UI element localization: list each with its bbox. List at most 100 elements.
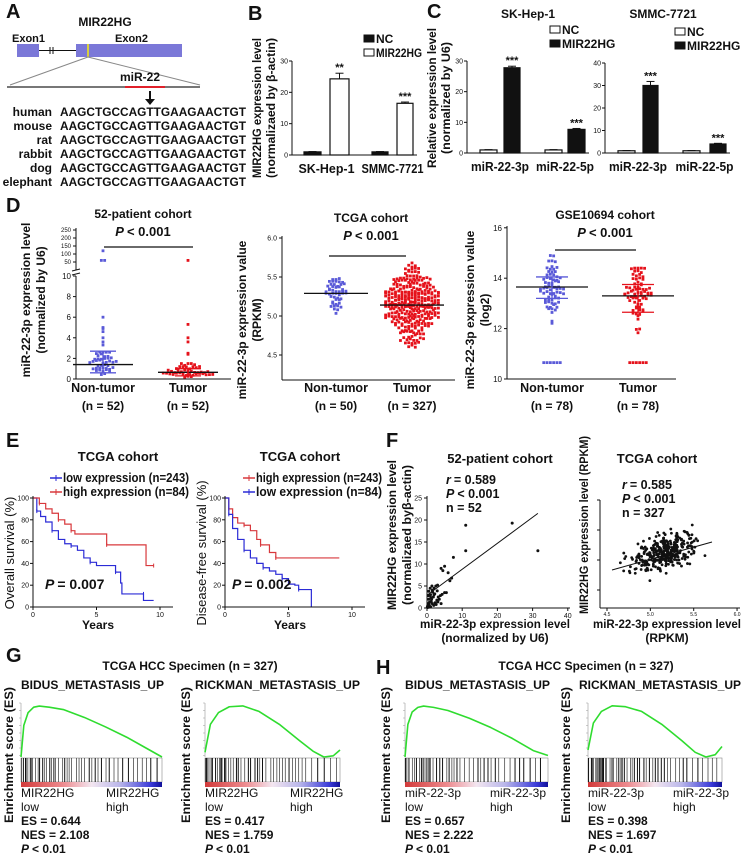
y-axis-label: MIR22HG expression level xyxy=(385,460,399,610)
data-point xyxy=(548,292,552,296)
data-point xyxy=(404,295,407,299)
y-axis-label: (normalizaed by β-actin) xyxy=(264,38,278,178)
data-point xyxy=(671,563,675,567)
data-point xyxy=(394,311,397,315)
data-point xyxy=(96,357,100,361)
data-point xyxy=(640,554,644,558)
data-point xyxy=(628,286,632,290)
data-point xyxy=(427,321,430,325)
enrichment-score-curve xyxy=(204,705,341,758)
y-axis-label: Disease-free survival (%) xyxy=(194,480,209,625)
data-point xyxy=(408,306,412,310)
data-point xyxy=(415,274,419,278)
data-point xyxy=(405,274,409,278)
y-tick-label: 6 xyxy=(67,313,72,322)
data-point xyxy=(404,278,407,282)
data-point xyxy=(418,309,422,313)
data-point xyxy=(400,322,404,326)
n-label: n = 52 xyxy=(446,501,482,515)
data-point xyxy=(339,305,343,309)
p-value-label: P < 0.01 xyxy=(205,842,250,856)
data-point xyxy=(545,305,549,309)
data-point xyxy=(654,535,658,538)
species-name: rat xyxy=(37,133,52,147)
data-point xyxy=(638,361,642,365)
data-point xyxy=(670,531,673,535)
data-point xyxy=(437,299,440,302)
stat-value: = 0.007 xyxy=(57,576,104,592)
data-point xyxy=(672,553,676,557)
gene-set-title: RICKMAN_METASTASIS_UP xyxy=(579,678,741,692)
y-tick-label: 2 xyxy=(67,354,72,363)
data-point xyxy=(623,557,627,560)
x-tick-label: 5.5 xyxy=(690,612,697,618)
data-point xyxy=(418,275,422,279)
data-point xyxy=(544,281,547,284)
data-point xyxy=(427,597,431,601)
panel-label: D xyxy=(6,195,20,217)
chart-title: SK-Hep-1 xyxy=(501,7,555,21)
data-point xyxy=(384,302,387,306)
data-point xyxy=(392,282,396,286)
data-point xyxy=(423,299,427,302)
data-point xyxy=(417,329,420,333)
data-point xyxy=(400,316,404,319)
data-point xyxy=(418,287,422,291)
data-point xyxy=(415,319,419,323)
y-tick-label: 80 xyxy=(213,517,221,524)
y-tick-label: 10 xyxy=(493,375,502,384)
data-point xyxy=(439,566,443,570)
data-point xyxy=(422,285,425,288)
data-point xyxy=(542,286,546,290)
data-point xyxy=(430,291,434,295)
data-point xyxy=(446,571,450,575)
data-point xyxy=(451,555,455,559)
data-point xyxy=(688,562,692,566)
data-point xyxy=(547,270,551,273)
significance-stars: *** xyxy=(399,91,413,103)
legend-label: low expression (n=84) xyxy=(256,485,382,499)
stat-symbol: r xyxy=(446,473,452,487)
stat-symbol: P xyxy=(45,576,55,592)
data-point xyxy=(384,304,387,308)
data-point xyxy=(649,291,653,295)
data-point xyxy=(649,568,653,572)
data-point xyxy=(402,308,406,312)
data-point xyxy=(558,361,562,365)
axis-break-mark xyxy=(71,272,81,276)
data-point xyxy=(422,332,425,336)
x-tick-label: 20 xyxy=(494,613,502,620)
data-point xyxy=(638,299,642,302)
data-point xyxy=(407,325,411,328)
data-point xyxy=(655,558,659,562)
bar xyxy=(329,78,350,156)
data-point xyxy=(681,545,685,549)
mirna-sequence xyxy=(125,86,165,88)
aligned-sequence: AAGCTGCCAGTTGAAGAACTGT xyxy=(60,119,247,133)
low-group-label: MIR22HG xyxy=(21,786,74,800)
data-point xyxy=(337,301,341,305)
data-point xyxy=(665,554,669,558)
enrichment-score-curve xyxy=(587,704,723,758)
data-point xyxy=(633,571,637,575)
data-point xyxy=(95,369,98,372)
data-point xyxy=(413,341,417,345)
data-point xyxy=(407,316,411,319)
data-point xyxy=(408,283,412,286)
data-point xyxy=(656,531,660,534)
data-point xyxy=(687,550,691,554)
data-point xyxy=(555,266,559,269)
data-point xyxy=(332,307,336,311)
data-point xyxy=(668,554,672,558)
data-point xyxy=(441,569,445,573)
data-point xyxy=(427,298,430,302)
data-point xyxy=(433,311,437,315)
y-tick-label: 0 xyxy=(418,606,422,613)
data-point xyxy=(435,589,439,593)
species-name: mouse xyxy=(13,119,52,133)
group-title: TCGA HCC Specimen (n = 327) xyxy=(102,659,277,673)
data-point xyxy=(189,375,193,379)
panel-label: C xyxy=(427,1,441,23)
data-point xyxy=(443,564,447,568)
legend-label: NC xyxy=(687,25,705,39)
